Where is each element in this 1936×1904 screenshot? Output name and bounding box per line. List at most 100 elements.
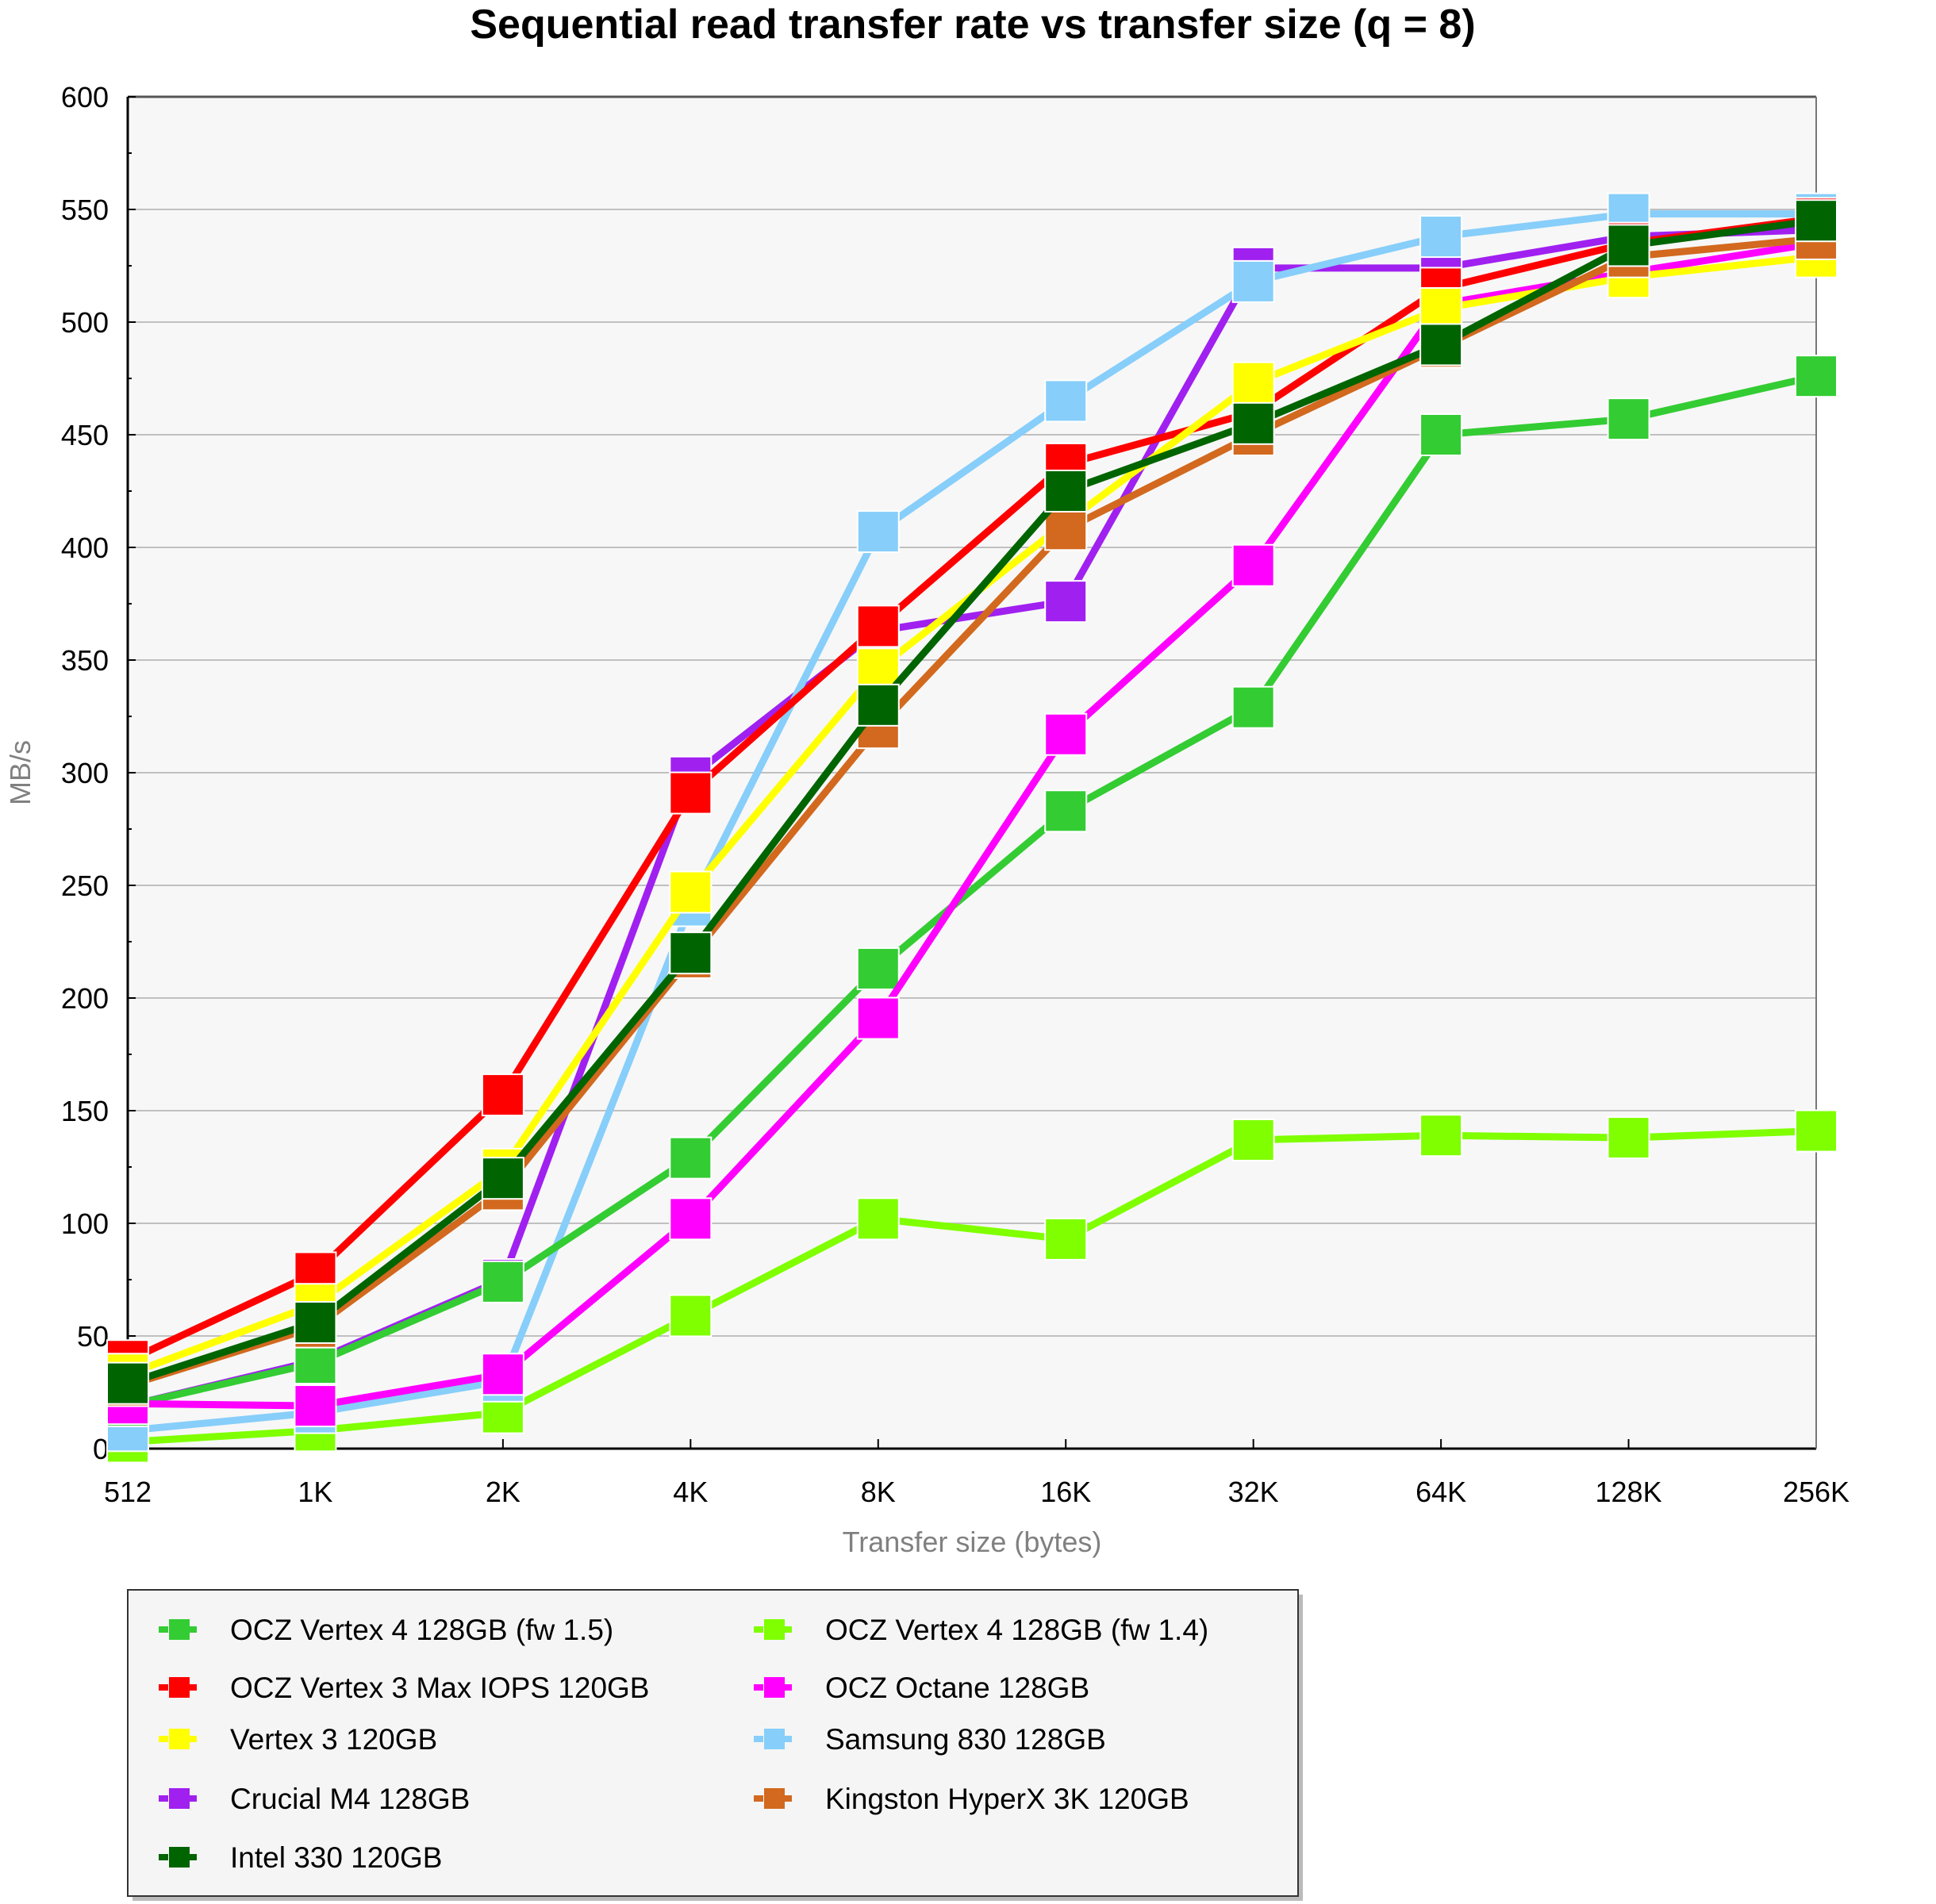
series-line [126, 372, 1818, 1410]
series-line [127, 210, 1816, 1434]
legend-label: Crucial M4 128GB [230, 1783, 470, 1815]
data-point [1795, 199, 1838, 243]
y-tick-label: 200 [61, 982, 109, 1015]
series-8 [106, 199, 1838, 1405]
legend-swatch-marker [764, 1729, 785, 1749]
legend-item: OCZ Vertex 4 128GB (fw 1.5) [159, 1614, 613, 1646]
x-tick-label: 2K [486, 1476, 520, 1508]
chart-title: Sequential read transfer rate vs transfe… [470, 2, 1475, 48]
data-point [669, 931, 713, 975]
data-point [856, 947, 900, 991]
data-point [856, 996, 900, 1040]
data-point [1607, 397, 1650, 441]
y-tick-label: 150 [61, 1095, 109, 1127]
x-tick-label: 4K [673, 1476, 708, 1508]
data-point [1231, 543, 1275, 587]
data-point [1419, 323, 1463, 367]
data-point [1231, 259, 1275, 303]
series-line [126, 235, 1817, 1389]
data-point [294, 1300, 337, 1344]
legend-swatch-marker [169, 1729, 190, 1749]
gridlines [128, 95, 1816, 1337]
y-tick-label: 600 [61, 81, 109, 113]
y-tick-label: 550 [61, 194, 109, 226]
legend-item: Crucial M4 128GB [159, 1783, 470, 1815]
data-point [856, 1197, 900, 1241]
data-point [481, 1073, 524, 1117]
y-tick-label: 350 [61, 644, 109, 677]
axes [126, 97, 1817, 1450]
series-line [126, 217, 1817, 1387]
x-tick-label: 128K [1596, 1476, 1662, 1508]
data-point [481, 1353, 524, 1396]
series-line [127, 240, 1817, 1410]
y-axis-ticks: 0 50 100 150 200 250 300 350 400 450 500 550 600 [61, 81, 136, 1465]
y-tick-label: 450 [61, 419, 109, 451]
legend-item: OCZ Vertex 3 Max IOPS 120GB [159, 1672, 649, 1704]
data-point [669, 870, 713, 914]
series-group [106, 192, 1838, 1464]
data-point [856, 683, 900, 727]
x-tick-label: 512 [104, 1476, 152, 1508]
legend-label: Samsung 830 128GB [825, 1723, 1106, 1756]
legend-label: Vertex 3 120GB [230, 1723, 437, 1756]
data-point [856, 510, 900, 554]
data-point [669, 1136, 713, 1180]
series-line [126, 214, 1817, 1365]
y-tick-label: 250 [61, 869, 109, 902]
data-point [1231, 401, 1275, 445]
y-axis-title: MB/s [4, 740, 36, 805]
data-point [856, 605, 900, 648]
legend-item: Intel 330 120GB [159, 1841, 442, 1874]
legend-item: Samsung 830 128GB [754, 1723, 1106, 1756]
data-point [1044, 580, 1088, 624]
data-point [1044, 508, 1088, 551]
y-tick-label: 0 [93, 1433, 109, 1465]
x-tick-label: 16K [1040, 1476, 1091, 1508]
legend-item: Vertex 3 120GB [159, 1723, 437, 1756]
y-tick-label: 100 [61, 1207, 109, 1240]
data-point [481, 1260, 524, 1303]
x-axis-ticks: 512 1K 2K 4K 8K 16K 32K 64K 128K 256K [104, 1439, 1850, 1508]
legend-label: OCZ Vertex 4 128GB (fw 1.4) [825, 1614, 1208, 1646]
x-tick-label: 1K [298, 1476, 332, 1508]
data-point [669, 1294, 713, 1338]
data-point [481, 1157, 524, 1200]
y-tick-label: 500 [61, 306, 109, 339]
legend-swatch-marker [169, 1788, 190, 1809]
y-tick-label: 400 [61, 532, 109, 564]
y-tick-label: 300 [61, 757, 109, 789]
legend: OCZ Vertex 4 128GB (fw 1.5) OCZ Vertex 4 … [127, 1589, 1303, 1901]
legend-label: OCZ Vertex 3 Max IOPS 120GB [230, 1672, 649, 1704]
data-point [1231, 685, 1275, 729]
legend-label: OCZ Vertex 4 128GB (fw 1.5) [230, 1614, 613, 1646]
data-point [1044, 789, 1088, 833]
data-point [1231, 361, 1275, 405]
legend-label: Kingston HyperX 3K 120GB [825, 1783, 1189, 1815]
data-point [1795, 355, 1838, 398]
series-line [127, 1127, 1817, 1445]
data-point [1607, 224, 1650, 267]
x-tick-label: 32K [1228, 1476, 1279, 1508]
x-tick-label: 256K [1783, 1476, 1850, 1508]
legend-item: Kingston HyperX 3K 120GB [754, 1783, 1189, 1815]
data-point [294, 1342, 337, 1385]
data-point [294, 1384, 337, 1428]
data-point [1231, 1118, 1275, 1161]
legend-box [127, 1589, 1299, 1897]
legend-swatch-marker [169, 1677, 190, 1698]
data-point [1419, 1114, 1463, 1157]
legend-label: OCZ Octane 128GB [825, 1672, 1089, 1704]
data-point [1795, 1109, 1838, 1153]
legend-swatch-marker [764, 1619, 785, 1640]
y-tick-label: 50 [77, 1320, 109, 1353]
data-point [1419, 286, 1463, 330]
legend-label: Intel 330 120GB [230, 1841, 442, 1874]
x-tick-label: 64K [1416, 1476, 1466, 1508]
data-point [669, 771, 713, 815]
legend-swatch-marker [169, 1847, 190, 1868]
x-tick-label: 8K [861, 1476, 896, 1508]
legend-swatch-marker [169, 1619, 190, 1640]
data-point [1419, 215, 1463, 259]
